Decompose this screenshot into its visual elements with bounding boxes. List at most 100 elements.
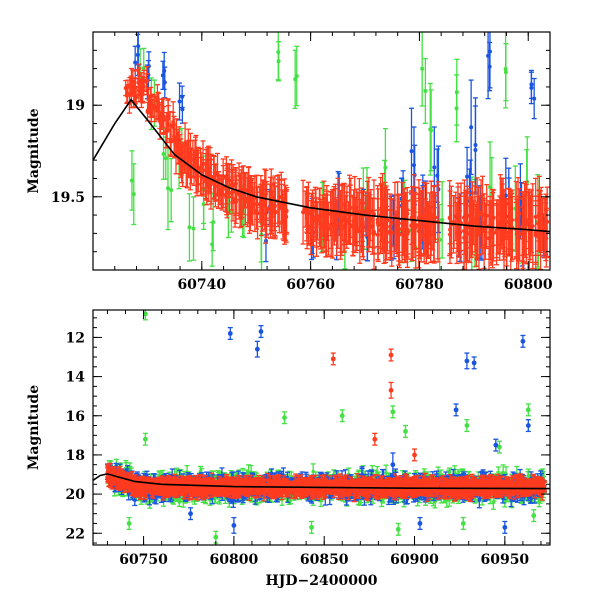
- marker: [136, 88, 141, 93]
- blue-data-point: [528, 69, 534, 100]
- marker: [159, 112, 164, 117]
- marker: [250, 203, 255, 208]
- red-data-point: [484, 183, 490, 248]
- red-data-point: [399, 194, 405, 264]
- marker: [145, 109, 150, 114]
- green-data-point: [503, 43, 509, 102]
- red-data-point: [267, 183, 273, 235]
- model-curve: [93, 98, 550, 233]
- red-data-point: [469, 181, 475, 256]
- green-data-point: [186, 193, 192, 262]
- red-data-point: [128, 75, 134, 109]
- marker: [315, 218, 320, 223]
- red-data-point: [530, 183, 536, 270]
- marker: [409, 149, 414, 154]
- marker: [324, 216, 329, 221]
- marker: [517, 211, 522, 216]
- green-data-point: [168, 157, 174, 223]
- x-tick-label: 60760: [286, 277, 335, 293]
- marker: [529, 82, 534, 87]
- blue-data-point: [408, 107, 414, 195]
- red-data-point: [159, 98, 165, 131]
- red-data-point: [172, 124, 178, 159]
- marker: [294, 73, 299, 78]
- marker: [179, 162, 184, 167]
- red-data-point: [207, 159, 213, 193]
- marker: [503, 193, 508, 198]
- x-tick-label: 60740: [177, 277, 226, 293]
- red-data-point: [250, 186, 256, 226]
- marker: [142, 78, 147, 83]
- marker: [227, 190, 232, 195]
- marker: [448, 227, 453, 232]
- marker: [494, 230, 499, 235]
- marker: [420, 66, 425, 71]
- red-data-point: [279, 183, 285, 234]
- marker: [405, 211, 410, 216]
- red-data-point: [544, 186, 550, 258]
- green-data-point: [419, 32, 425, 107]
- marker: [148, 94, 153, 99]
- y-tick-label: 19.5: [51, 190, 85, 206]
- marker: [268, 207, 273, 212]
- green-data-point: [454, 58, 460, 126]
- marker: [473, 147, 478, 152]
- red-data-point: [428, 180, 434, 256]
- red-data-point: [178, 138, 184, 179]
- marker: [491, 215, 496, 220]
- marker: [532, 96, 537, 101]
- marker: [372, 231, 377, 236]
- marker: [488, 230, 493, 235]
- green-data-point: [161, 128, 167, 180]
- marker: [428, 127, 433, 132]
- red-data-point: [260, 180, 266, 226]
- marker: [194, 178, 199, 183]
- red-data-point: [431, 200, 437, 262]
- marker: [344, 217, 349, 222]
- marker: [161, 117, 166, 122]
- red-data-point: [150, 93, 156, 119]
- red-data-point: [190, 139, 196, 179]
- red-data-point: [237, 175, 243, 216]
- red-data-point: [283, 190, 289, 243]
- red-data-point: [501, 188, 507, 252]
- green-data-point: [191, 196, 197, 261]
- marker: [351, 224, 356, 229]
- marker: [224, 175, 229, 180]
- marker: [169, 188, 174, 193]
- marker: [397, 221, 402, 226]
- marker: [423, 88, 428, 93]
- marker: [329, 223, 334, 228]
- marker: [279, 206, 284, 211]
- marker: [150, 103, 155, 108]
- red-data-point: [324, 184, 330, 252]
- marker: [488, 185, 493, 190]
- marker: [504, 230, 509, 235]
- marker: [453, 214, 458, 219]
- red-data-point: [255, 186, 261, 240]
- green-data-point: [439, 181, 445, 259]
- marker: [129, 178, 134, 183]
- marker: [469, 125, 474, 130]
- red-data-point: [242, 172, 248, 226]
- marker: [261, 201, 266, 206]
- marker: [129, 89, 134, 94]
- marker: [165, 186, 170, 191]
- green-data-point: [427, 82, 433, 176]
- marker: [465, 174, 470, 179]
- marker: [383, 165, 388, 170]
- marker: [162, 68, 167, 73]
- y-tick-label: 19: [66, 98, 85, 114]
- marker: [476, 209, 481, 214]
- red-data-point: [494, 199, 500, 266]
- marker: [199, 166, 204, 171]
- marker: [180, 107, 185, 112]
- marker: [470, 216, 475, 221]
- marker: [210, 242, 215, 247]
- marker: [243, 196, 248, 201]
- marker: [411, 163, 416, 168]
- blue-data-point: [161, 51, 167, 91]
- red-data-point: [316, 187, 322, 248]
- marker: [384, 231, 389, 236]
- red-data-point: [539, 197, 545, 252]
